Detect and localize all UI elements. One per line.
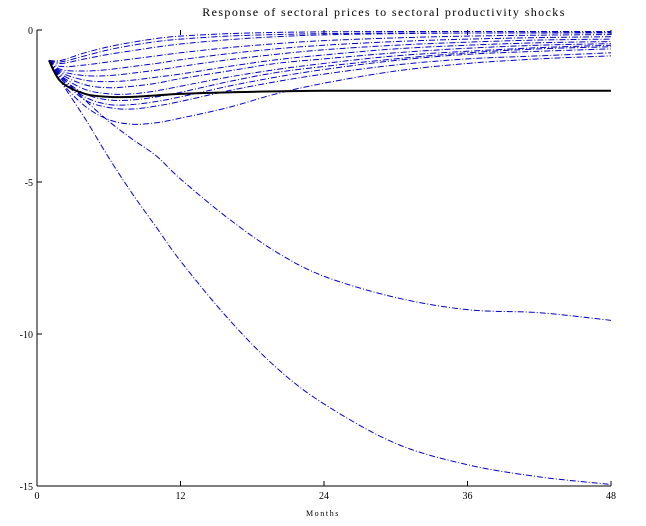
x-tick-label: 12 [176,491,186,502]
series-layer [48,30,612,485]
x-tick-label: 36 [463,491,473,502]
series-line-solid [48,59,611,99]
y-tick-label: -15 [20,482,33,493]
series-line-dashdot [48,60,612,321]
series-line-dashdot [48,46,612,101]
x-tick-label: 24 [319,491,329,502]
y-tick-label: -5 [25,178,33,189]
x-axis-label: Months [306,509,340,518]
series-line-dashdot [48,30,611,62]
y-tick-label: -10 [20,330,33,341]
series-line-dashdot [48,43,612,89]
axes: 0 12 24 36 48 0 -5 -10 -15 [20,26,616,502]
series-line-dashdot [48,34,612,68]
series-line-dashdot [48,55,612,125]
series-line-dashdot [48,36,612,72]
series-line-dashdot [48,44,612,95]
series-line-dashdot [48,32,611,63]
series-line-dashdot [48,52,612,110]
y-tick-label: 0 [28,26,33,37]
x-tick-label: 0 [35,491,40,502]
series-line-dashdot [48,38,612,77]
x-tick-label: 48 [606,491,616,502]
series-line-dashdot [48,41,612,83]
series-line-dashdot [48,60,612,485]
series-line-dashdot [48,48,612,106]
chart-title: Response of sectoral prices to sectoral … [202,5,566,19]
